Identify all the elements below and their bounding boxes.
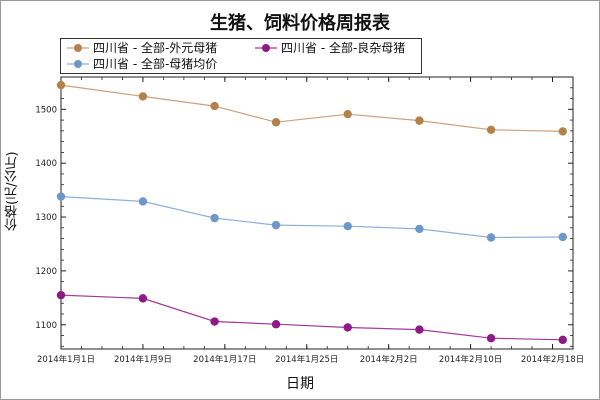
data-point-series-1 (56, 80, 66, 90)
x-tick-label: 2014年1月1日 (37, 354, 95, 365)
series-line-1 (60, 84, 563, 132)
legend-label: 四川省 - 全部-外元母猪 (93, 41, 218, 55)
x-tick-label: 2014年1月25日 (275, 354, 338, 365)
y-tick-label: 1100 (35, 321, 57, 331)
data-point-series-2 (210, 317, 219, 326)
x-tick-label: 2014年1月9日 (114, 354, 172, 365)
y-axis-label: 价格(元/公斤) (5, 151, 20, 231)
x-tick-label: 2014年1月17日 (193, 354, 256, 365)
legend-marker-icon (67, 60, 89, 68)
series-line-2 (60, 294, 563, 341)
series-line-3 (60, 196, 563, 239)
plot-area (60, 76, 574, 350)
data-point-series-1 (558, 127, 567, 136)
data-point-series-2 (558, 335, 567, 345)
y-tick-label: 1200 (35, 267, 57, 277)
data-point-series-2 (138, 294, 148, 303)
y-tick-label: 1500 (35, 105, 57, 115)
data-point-series-3 (343, 221, 352, 231)
y-tick-label: 1300 (35, 213, 57, 223)
legend: 四川省 - 全部-外元母猪 四川省 - 全部-良杂母猪 四川省 - 全部-母猪均… (60, 38, 422, 74)
legend-label: 四川省 - 全部-母猪均价 (93, 57, 218, 71)
data-point-series-2 (343, 323, 352, 332)
legend-marker-icon (67, 44, 89, 52)
data-point-series-3 (138, 197, 148, 206)
data-point-series-3 (210, 213, 219, 223)
data-point-series-1 (210, 101, 219, 111)
data-point-series-1 (415, 116, 424, 125)
data-point-series-3 (271, 220, 281, 230)
y-tick-label: 1400 (35, 159, 57, 169)
data-point-series-3 (486, 233, 496, 242)
data-point-series-1 (343, 109, 352, 119)
chart-title: 生猪、饲料价格周报表 (210, 13, 390, 34)
data-point-series-2 (486, 334, 496, 343)
data-point-series-3 (56, 192, 66, 201)
x-tick-label: 2014年2月2日 (360, 354, 418, 365)
data-point-series-2 (415, 325, 424, 334)
data-point-series-1 (486, 125, 496, 134)
x-axis-label: 日期 (286, 376, 314, 392)
data-point-series-2 (56, 290, 66, 300)
x-tick-label: 2014年2月18日 (521, 354, 584, 365)
data-point-series-3 (558, 232, 567, 242)
data-point-series-2 (271, 320, 281, 329)
legend-label: 四川省 - 全部-良杂母猪 (281, 41, 406, 55)
data-point-series-1 (138, 92, 148, 101)
data-point-series-3 (415, 224, 424, 234)
legend-marker-icon (255, 44, 277, 52)
data-point-series-1 (271, 118, 281, 127)
x-tick-label: 2014年2月10日 (439, 354, 502, 365)
